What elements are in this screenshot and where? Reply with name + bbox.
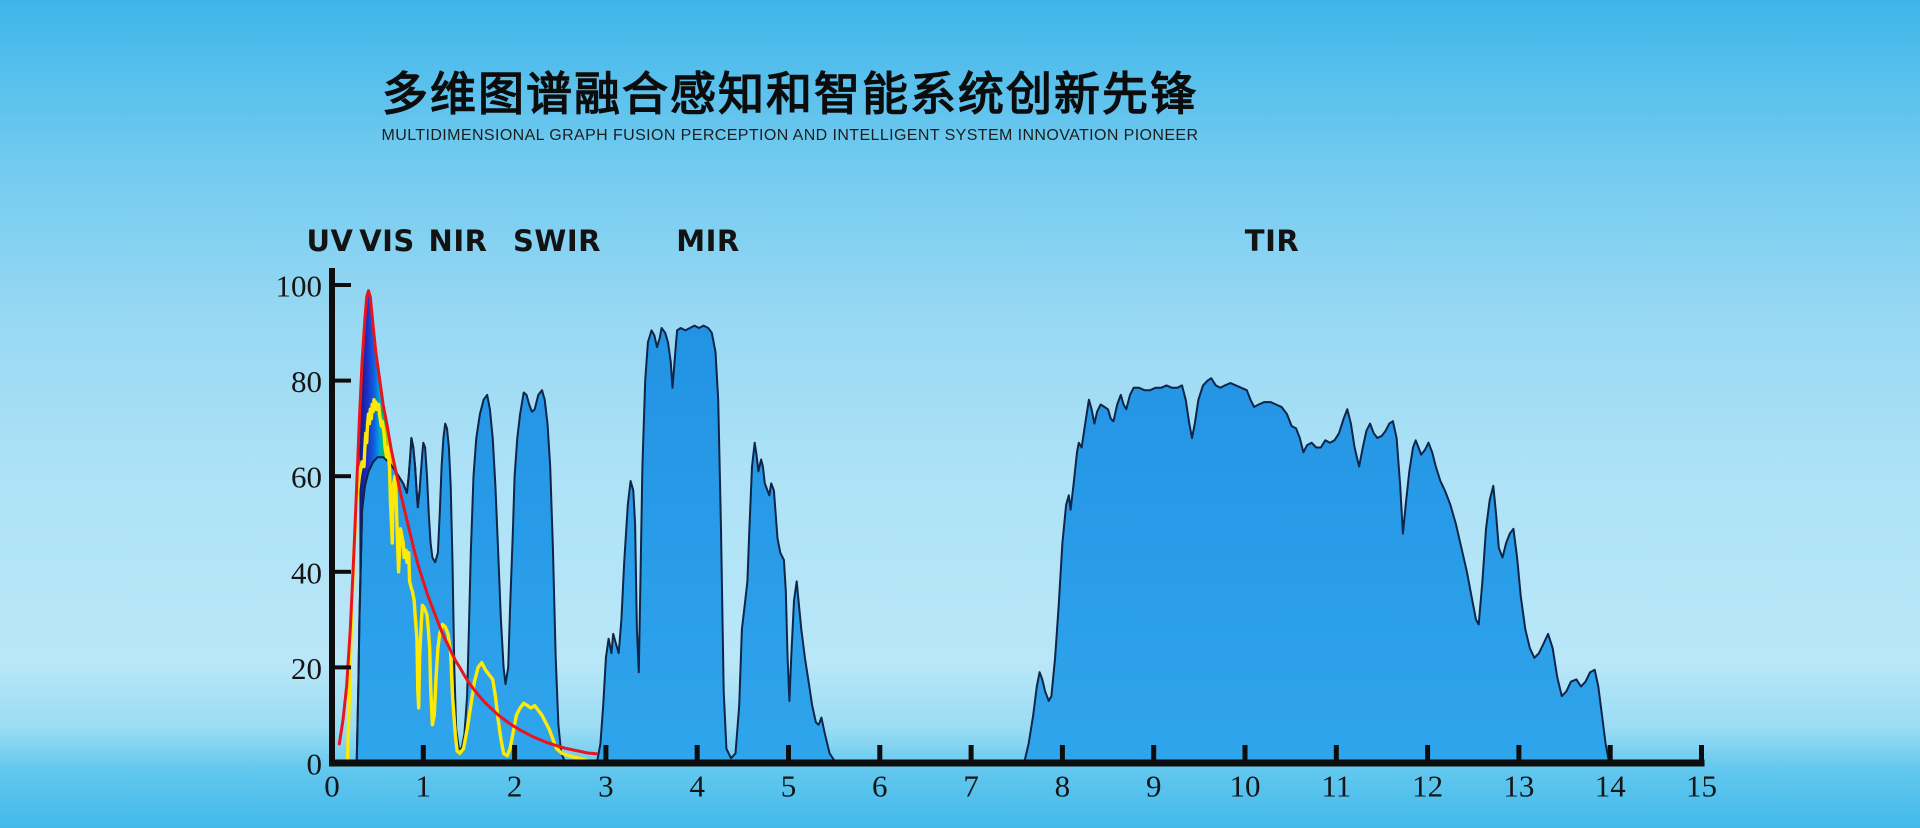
x-tick-label: 14 [1595, 769, 1627, 804]
y-tick [335, 378, 351, 383]
y-tick-label: 100 [276, 269, 323, 304]
x-tick-label: 15 [1686, 769, 1717, 804]
x-tick-label: 5 [781, 769, 797, 804]
y-tick-label: 40 [291, 555, 322, 590]
blackbody-path [337, 289, 599, 756]
transmission-area-path [355, 324, 1611, 764]
visible-spectrum-rainbow [359, 290, 401, 620]
y-tick-label: 0 [307, 747, 323, 782]
y-tick [335, 474, 351, 479]
band-label-vis: VIS [359, 224, 415, 258]
x-tick [1242, 745, 1248, 763]
page-subtitle: MULTIDIMENSIONAL GRAPH FUSION PERCEPTION… [381, 127, 1199, 144]
x-tick [786, 745, 791, 763]
y-tick [335, 569, 351, 574]
x-tick [512, 745, 518, 763]
solar-ground-path [345, 398, 588, 765]
x-tick-label: 13 [1503, 769, 1534, 804]
x-tick-label: 1 [416, 769, 432, 804]
x-tick [1607, 745, 1613, 763]
y-tick [335, 283, 351, 287]
x-axis-line [329, 759, 1705, 767]
x-tick-label: 12 [1412, 769, 1443, 804]
y-tick-label: 60 [291, 460, 322, 495]
band-label-swir: SWIR [513, 224, 601, 258]
x-tick-label: 2 [507, 769, 523, 804]
x-tick [694, 745, 700, 763]
x-tick [1425, 745, 1431, 763]
band-labels: UV VIS NIR SWIR MIR TIR [307, 224, 1299, 258]
x-tick-label: 0 [324, 769, 340, 804]
x-tick [1151, 745, 1157, 763]
y-tick-label: 80 [291, 364, 322, 399]
x-tick-label: 6 [872, 769, 888, 804]
band-label-tir: TIR [1245, 224, 1299, 258]
visible-spectrum-rainbow-path [359, 290, 401, 620]
x-tick-label: 8 [1055, 769, 1071, 804]
band-label-uv: UV [307, 224, 354, 258]
band-label-mir: MIR [676, 224, 739, 258]
x-tick [1333, 745, 1339, 763]
band-label-nir: NIR [429, 224, 488, 258]
x-tick-label: 9 [1146, 769, 1162, 804]
y-tick-label: 20 [291, 651, 322, 686]
y-tick [335, 665, 351, 670]
blackbody-curve [337, 289, 599, 756]
x-tick-label: 7 [963, 769, 979, 804]
solar-ground-curve [345, 398, 588, 765]
x-tick [603, 745, 609, 763]
x-tick [1516, 745, 1522, 763]
x-tick-label: 3 [598, 769, 614, 804]
page-title: 多维图谱融合感知和智能系统创新先锋 [382, 68, 1198, 120]
y-axis-line [329, 268, 335, 763]
x-tick-label: 4 [689, 769, 705, 804]
x-tick-label: 10 [1230, 769, 1261, 804]
x-tick [1699, 745, 1704, 763]
transmission-area [355, 324, 1611, 764]
x-tick [420, 745, 426, 763]
x-tick [1059, 745, 1065, 763]
x-tick [968, 745, 974, 763]
x-tick [877, 745, 883, 763]
x-tick-label: 11 [1321, 769, 1351, 804]
